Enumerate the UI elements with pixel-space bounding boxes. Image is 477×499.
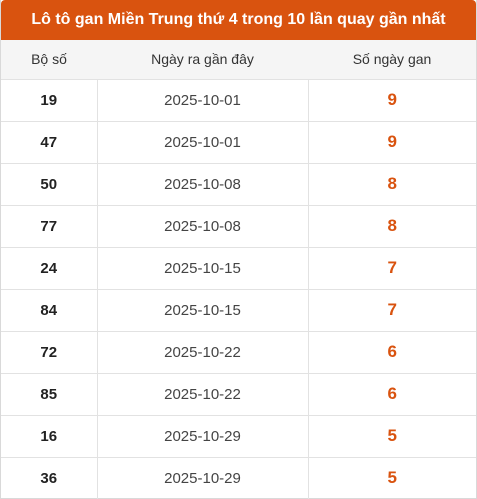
table-row: 84 2025-10-15 7 [1,289,476,332]
cell-number: 84 [1,289,98,332]
table-row: 85 2025-10-22 6 [1,373,476,416]
cell-days: 6 [308,373,476,416]
column-header-date: Ngày ra gần đây [97,40,308,80]
cell-date: 2025-10-01 [97,79,309,122]
table-row: 16 2025-10-29 5 [1,415,476,458]
cell-number: 77 [1,205,98,248]
cell-number: 50 [1,163,98,206]
cell-date: 2025-10-08 [97,163,309,206]
cell-days: 5 [387,468,397,488]
cell-number: 16 [1,415,98,458]
cell-number: 36 [1,457,98,499]
table-title: Lô tô gan Miền Trung thứ 4 trong 10 lần … [1,0,476,40]
cell-number: 72 [1,331,98,374]
cell-date: 2025-10-22 [97,331,309,374]
column-header-days: Số ngày gan [308,40,476,80]
cell-number: 47 [1,121,98,164]
table-row: 19 2025-10-01 9 [1,79,476,122]
cell-date: 2025-10-08 [97,205,309,248]
cell-days: 8 [308,205,476,248]
cell-number: 24 [1,247,98,290]
cell-days: 7 [308,289,476,332]
table-row: 50 2025-10-08 8 [1,163,476,206]
gan-table: Bộ số Ngày ra gần đây Số ngày gan 19 202… [1,40,476,499]
cell-date: 2025-10-01 [97,121,309,164]
cell-days: 5 [308,415,476,458]
cell-days: 9 [308,121,476,164]
table-row: 24 2025-10-15 7 [1,247,476,290]
table-row: 47 2025-10-01 9 [1,121,476,164]
table-header: Bộ số Ngày ra gần đây Số ngày gan [1,40,476,80]
table-row: 72 2025-10-22 6 [1,331,476,374]
table-body: 19 2025-10-01 9 47 2025-10-01 9 50 2025-… [1,79,476,499]
table-row: 77 2025-10-08 8 [1,205,476,248]
cell-date: 2025-10-22 [97,373,309,416]
cell-days: 9 [308,79,476,122]
cell-days: 7 [308,247,476,290]
column-header-number: Bộ số [1,40,97,80]
cell-date: 2025-10-29 [97,415,309,458]
cell-days: 6 [308,331,476,374]
cell-date: 2025-10-29 [97,457,309,499]
cell-days: 8 [308,163,476,206]
cell-number: 19 [1,79,98,122]
header-row: Bộ số Ngày ra gần đây Số ngày gan [1,40,476,80]
table-row: 36 2025-10-29 5 [1,457,476,499]
cell-number: 85 [1,373,98,416]
cell-date: 2025-10-15 [97,289,309,332]
cell-date: 2025-10-15 [97,247,309,290]
